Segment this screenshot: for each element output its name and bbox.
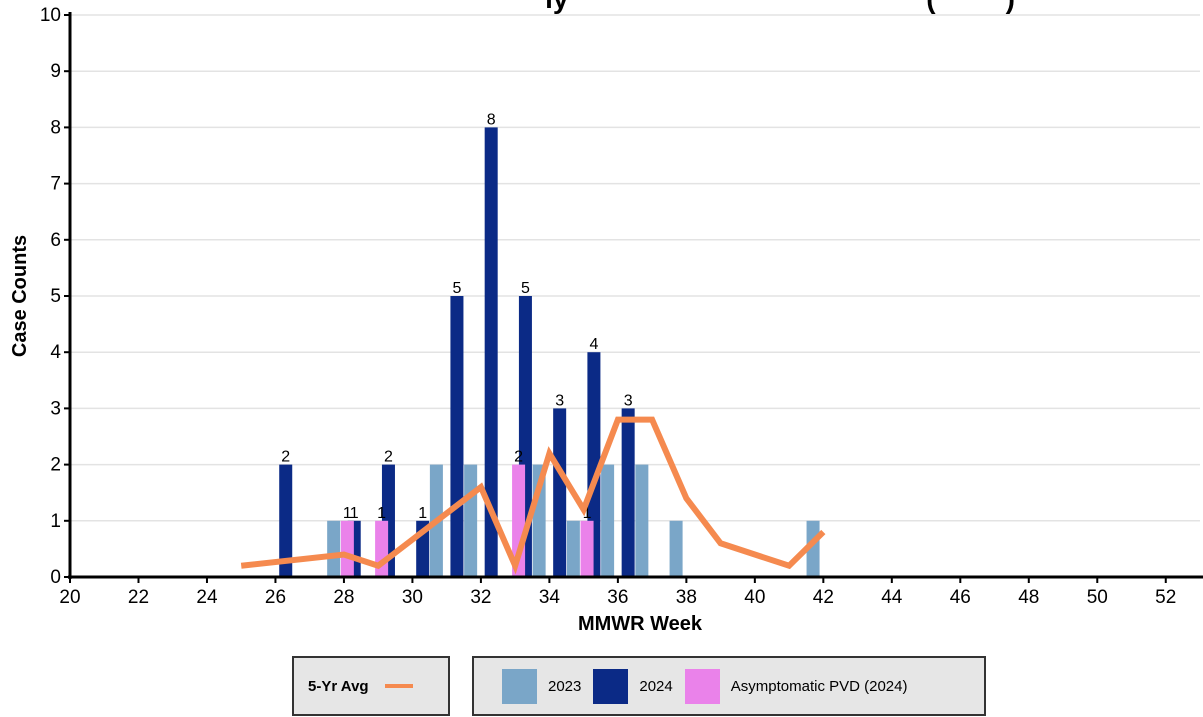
y-tick-label: 2 xyxy=(50,455,61,476)
legend-label-asymptomatic: Asymptomatic PVD (2024) xyxy=(730,677,908,695)
data-label-2024-week-31: 5 xyxy=(452,280,461,297)
data-label-asymptomatic-week-35: 1 xyxy=(583,505,592,522)
x-tick-label: 44 xyxy=(881,587,903,608)
y-tick-label: 10 xyxy=(40,5,61,26)
data-label-asymptomatic-week-33: 2 xyxy=(514,449,523,466)
legend-item-2024: 2024 xyxy=(593,668,673,704)
avg-line xyxy=(240,416,826,575)
grid-lines xyxy=(70,14,1200,522)
avg-line-group xyxy=(240,416,826,575)
y-tick-label: 5 xyxy=(50,286,61,307)
bar-2024-week-34 xyxy=(553,408,567,577)
x-axis-title: MMWR Week xyxy=(578,613,703,635)
x-tick-label: 36 xyxy=(607,587,628,608)
y-tick-label: 7 xyxy=(50,174,61,195)
legend-swatch-2023 xyxy=(502,668,537,704)
x-tick-label: 34 xyxy=(539,587,561,608)
legend-item-2023: 2023 xyxy=(502,668,582,704)
bar-2024-week-26 xyxy=(279,464,293,577)
legend-swatch-asymptomatic xyxy=(684,668,720,704)
data-label-2024-week-36: 3 xyxy=(624,392,633,409)
x-tick-label: 24 xyxy=(196,587,218,608)
x-tick-label: 22 xyxy=(128,587,149,608)
x-tick-label: 32 xyxy=(470,587,491,608)
legend-item-asymptomatic: Asymptomatic PVD (2024) xyxy=(684,668,908,704)
bar-2024-week-36 xyxy=(621,408,635,577)
bar-2023-week-34 xyxy=(566,520,580,577)
x-tick-label: 52 xyxy=(1155,587,1176,608)
x-tick-label: 28 xyxy=(333,587,354,608)
legend-label-2024: 2024 xyxy=(639,677,673,695)
data-label-2024-week-34: 3 xyxy=(555,392,564,409)
x-tick-label: 50 xyxy=(1087,587,1108,608)
x-tick-label: 48 xyxy=(1018,587,1039,608)
data-label-asymptomatic-week-29: 1 xyxy=(377,505,386,522)
data-label-asymptomatic-week-28: 1 xyxy=(343,505,352,522)
y-tick-label: 1 xyxy=(50,511,61,532)
y-tick-label: 6 xyxy=(50,230,61,251)
data-label-2024-week-29: 2 xyxy=(384,449,393,466)
x-tick-label: 38 xyxy=(676,587,697,608)
data-label-2024-week-28: 1 xyxy=(350,505,359,522)
y-tick-label: 3 xyxy=(50,398,61,419)
bar-2024-week-32 xyxy=(484,127,498,578)
data-label-2024-week-32: 8 xyxy=(487,111,496,128)
legend-avg-box: 5-Yr Avg xyxy=(292,656,450,716)
legend-label-2023: 2023 xyxy=(548,677,582,695)
x-tick-label: 42 xyxy=(813,587,834,608)
y-tick-label: 9 xyxy=(50,61,61,82)
y-tick-label: 8 xyxy=(50,117,61,138)
data-label-2024-week-26: 2 xyxy=(281,449,290,466)
bar-2024-week-31 xyxy=(450,296,464,577)
bar-asymptomatic-week-35 xyxy=(580,520,594,577)
y-tick-label: 0 xyxy=(50,567,61,588)
chart-title: ly ( ) xyxy=(545,0,1015,14)
data-label-2024-week-33: 5 xyxy=(521,280,530,297)
legend-avg-label: 5-Yr Avg xyxy=(308,677,369,695)
x-tick-label: 40 xyxy=(744,587,765,608)
legend-avg-line-icon xyxy=(384,684,413,688)
x-tick-label: 46 xyxy=(950,587,971,608)
x-tick-label: 20 xyxy=(59,587,80,608)
x-tick-label: 26 xyxy=(265,587,286,608)
bar-asymptomatic-week-28 xyxy=(340,520,354,577)
legend-swatch-2024 xyxy=(593,668,629,704)
bar-2023-week-37 xyxy=(669,520,683,577)
bar-2023-week-31 xyxy=(464,464,478,577)
y-tick-label: 4 xyxy=(50,342,61,363)
legend-series-box: 2023 2024 Asymptomatic PVD (2024) xyxy=(472,656,986,716)
bar-2023-week-27 xyxy=(327,520,341,577)
x-tick-label: 30 xyxy=(402,587,423,608)
axes-group xyxy=(64,12,1203,583)
data-label-2024-week-35: 4 xyxy=(589,336,598,353)
y-axis-title: Case Counts xyxy=(9,235,31,357)
bar-2023-week-36 xyxy=(635,464,649,577)
bar-2023-week-35 xyxy=(601,464,615,577)
data-label-2024-week-30: 1 xyxy=(418,505,427,522)
bar-asymptomatic-week-29 xyxy=(375,520,389,577)
